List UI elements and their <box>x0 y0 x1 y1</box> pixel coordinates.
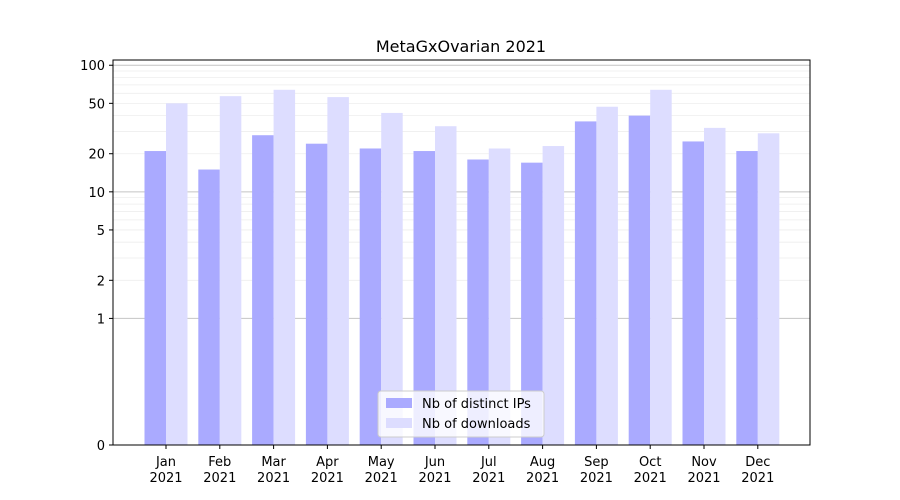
bar-distinct-ips <box>198 169 220 445</box>
y-tick-label: 5 <box>97 224 105 239</box>
bar-downloads <box>219 96 242 446</box>
bar-downloads <box>488 148 511 445</box>
bar-downloads <box>596 106 618 445</box>
plot-frame <box>112 59 811 446</box>
bar-downloads <box>435 126 457 446</box>
x-tick-label-month: Apr <box>316 455 339 470</box>
x-tick-label-month: Aug <box>530 455 555 470</box>
bar-downloads <box>757 133 780 445</box>
x-tick-label-year: 2021 <box>365 471 398 486</box>
x-tick-label-month: Jun <box>424 455 445 470</box>
bar-distinct-ips <box>467 159 489 445</box>
x-tick-label-year: 2021 <box>526 471 559 486</box>
bar-downloads <box>704 127 726 445</box>
x-tick-label-year: 2021 <box>257 471 290 486</box>
bar-downloads <box>327 97 349 446</box>
bar-distinct-ips <box>305 143 328 445</box>
bar-downloads <box>166 103 188 445</box>
x-tick-label-year: 2021 <box>741 471 774 486</box>
x-tick-label-month: Feb <box>208 455 231 470</box>
bars-layer <box>144 89 780 446</box>
x-tick-label-year: 2021 <box>149 471 182 486</box>
x-tick-label-year: 2021 <box>472 471 505 486</box>
x-tick-label-year: 2021 <box>580 471 613 486</box>
bar-distinct-ips <box>252 135 274 445</box>
bar-downloads <box>273 89 296 445</box>
y-tick-label: 10 <box>88 186 105 201</box>
x-tick-label-month: Nov <box>691 455 717 470</box>
x-tick-label-month: Dec <box>745 455 770 470</box>
x-tick-label-year: 2021 <box>634 471 667 486</box>
legend-swatch <box>386 398 412 408</box>
bar-downloads <box>381 112 403 446</box>
legend: Nb of distinct IPs Nb of downloads <box>377 390 545 438</box>
y-tick-label: 1 <box>97 312 105 327</box>
chart-title: MetaGxOvarian 2021 <box>376 37 546 56</box>
x-tick-label-month: Sep <box>584 455 609 470</box>
y-tick-label: 100 <box>80 59 105 74</box>
y-tick-label: 0 <box>97 439 105 454</box>
x-tick-label-month: Jan <box>155 455 176 470</box>
bar-distinct-ips <box>736 151 758 445</box>
bar-downloads <box>542 146 565 445</box>
y-tick-label: 50 <box>88 97 105 112</box>
legend-label: Nb of distinct IPs <box>422 397 531 412</box>
x-axis: Jan2021Feb2021Mar2021Apr2021May2021Jun20… <box>149 445 774 486</box>
bar-distinct-ips <box>413 151 435 445</box>
x-tick-label-year: 2021 <box>203 471 236 486</box>
x-tick-label-month: Jul <box>480 455 497 470</box>
legend-swatch <box>386 418 412 428</box>
x-tick-label-year: 2021 <box>311 471 344 486</box>
bar-distinct-ips <box>359 148 382 445</box>
x-tick-label-year: 2021 <box>418 471 451 486</box>
y-tick-label: 20 <box>88 148 105 163</box>
bar-distinct-ips <box>574 121 597 445</box>
legend-box <box>377 390 545 438</box>
x-tick-label-year: 2021 <box>687 471 720 486</box>
x-tick-label-month: Oct <box>639 455 661 470</box>
bar-distinct-ips <box>144 151 166 445</box>
bar-distinct-ips <box>521 162 543 445</box>
y-axis: 0 1 2 5 10 20 50 100 <box>80 59 113 454</box>
bar-distinct-ips <box>628 115 651 445</box>
x-tick-label-month: May <box>368 455 395 470</box>
legend-label: Nb of downloads <box>422 417 531 432</box>
x-tick-label-month: Mar <box>261 455 286 470</box>
y-tick-label: 2 <box>97 274 105 289</box>
bar-distinct-ips <box>682 141 704 445</box>
bar-downloads <box>650 89 672 445</box>
